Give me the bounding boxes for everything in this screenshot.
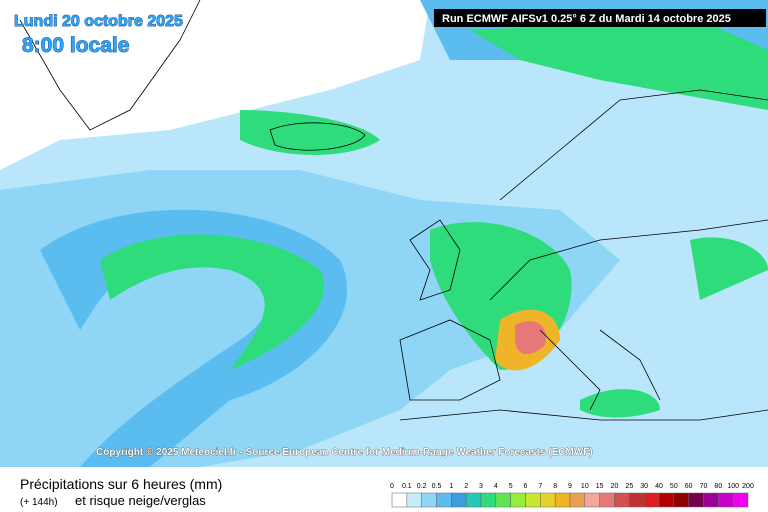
legend-swatch xyxy=(569,492,586,508)
legend-label: 25 xyxy=(625,483,633,490)
legend-swatch xyxy=(421,492,437,508)
legend-swatch xyxy=(391,492,408,508)
legend-swatch xyxy=(732,492,749,508)
legend-label: 15 xyxy=(596,483,604,490)
legend-swatch xyxy=(495,492,511,508)
legend-swatch xyxy=(554,492,571,508)
legend-label: 10 xyxy=(581,483,589,490)
legend-label: 0 xyxy=(390,483,394,490)
legend-label: 9 xyxy=(568,483,572,490)
legend-label: 3 xyxy=(479,483,483,490)
legend-swatch xyxy=(436,492,452,508)
run-box xyxy=(434,9,766,27)
footer-lead: (+ 144h) xyxy=(20,497,58,508)
legend-swatch xyxy=(540,492,556,508)
legend-label: 30 xyxy=(640,483,648,490)
legend-label: 2 xyxy=(464,483,468,490)
legend-label: 6 xyxy=(524,483,528,490)
legend-swatch xyxy=(673,492,689,508)
legend-label: 1 xyxy=(449,483,453,490)
copyright: Copyright © 2025 Meteociel.fr - Source E… xyxy=(96,447,593,458)
forecast-date: Lundi 20 octobre 2025 xyxy=(14,13,183,30)
legend-label: 20 xyxy=(611,483,619,490)
legend-label: 0.5 xyxy=(432,483,442,490)
coastlines xyxy=(19,0,768,421)
legend-swatch xyxy=(614,492,630,508)
legend-label: 0.1 xyxy=(402,483,412,490)
legend-swatch xyxy=(525,492,541,508)
legend-swatch xyxy=(718,492,734,508)
legend-label: 8 xyxy=(553,483,557,490)
legend-label: 100 xyxy=(727,483,739,490)
legend-label: 60 xyxy=(685,483,693,490)
legend-label: 40 xyxy=(655,483,663,490)
legend-swatch xyxy=(406,492,422,508)
legend-label: 70 xyxy=(700,483,708,490)
footer-subtitle: et risque neige/verglas xyxy=(75,493,206,508)
legend-swatch xyxy=(451,492,467,508)
legend-label: 200 xyxy=(742,483,754,490)
forecast-time: 8:00 locale xyxy=(22,34,129,57)
legend-label: 7 xyxy=(538,483,542,490)
legend-swatch xyxy=(658,492,675,508)
legend-swatch xyxy=(510,492,526,508)
legend-label: 0.2 xyxy=(417,483,427,490)
legend-swatch xyxy=(643,492,660,508)
legend-label: 5 xyxy=(509,483,513,490)
legend-swatch xyxy=(688,492,704,508)
legend-swatch xyxy=(703,492,719,508)
legend-swatch xyxy=(465,492,482,508)
run-info: Run ECMWF AIFSv1 0.25° 6 Z du Mardi 14 o… xyxy=(442,13,731,25)
legend-swatch xyxy=(584,492,600,508)
legend-label: 50 xyxy=(670,483,678,490)
legend-swatch xyxy=(629,492,645,508)
footer-title: Précipitations sur 6 heures (mm) xyxy=(20,476,222,492)
legend-swatch xyxy=(599,492,615,508)
legend-label: 4 xyxy=(494,483,498,490)
legend-label: 80 xyxy=(714,483,722,490)
legend-swatch xyxy=(480,492,497,508)
